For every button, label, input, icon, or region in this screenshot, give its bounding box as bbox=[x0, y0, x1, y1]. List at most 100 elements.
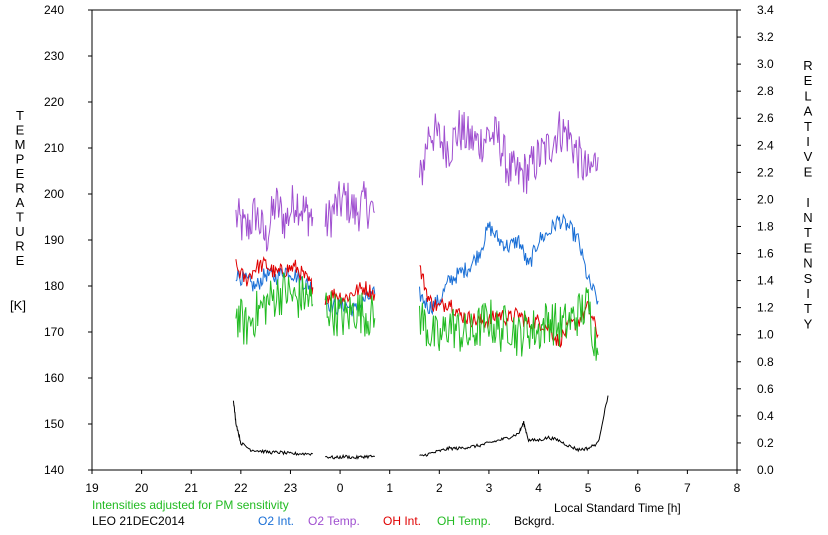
legend-item: O2 Int. bbox=[258, 514, 295, 528]
right-axis-letter: T bbox=[804, 225, 812, 240]
series-line bbox=[419, 395, 609, 457]
x-tick-label: 22 bbox=[234, 481, 248, 495]
right-axis-letter: I bbox=[806, 134, 810, 149]
station-date: LEO 21DEC2014 bbox=[92, 514, 185, 528]
plot-frame bbox=[91, 9, 738, 471]
right-tick-label: 3.4 bbox=[757, 3, 774, 17]
legend-item: Bckgrd. bbox=[514, 514, 555, 528]
legend-item: OH Temp. bbox=[437, 514, 491, 528]
right-axis-letter: E bbox=[804, 164, 813, 179]
right-tick-label: 2.4 bbox=[757, 138, 774, 152]
sensitivity-note: Intensities adjusted for PM sensitivity bbox=[92, 498, 289, 512]
left-axis-letter: P bbox=[16, 152, 25, 167]
x-tick-label: 1 bbox=[386, 481, 393, 495]
right-axis-letter: T bbox=[804, 119, 812, 134]
x-tick-label: 0 bbox=[337, 481, 344, 495]
right-tick-label: 3.0 bbox=[757, 57, 774, 71]
right-axis-letter: R bbox=[803, 58, 812, 73]
left-axis-letter: T bbox=[16, 108, 24, 123]
left-axis-letter: E bbox=[16, 166, 25, 181]
left-tick-label: 160 bbox=[44, 371, 64, 385]
x-tick-label: 4 bbox=[535, 481, 542, 495]
left-axis-letter: E bbox=[16, 253, 25, 268]
x-tick-label: 6 bbox=[634, 481, 641, 495]
left-tick-label: 240 bbox=[44, 3, 64, 17]
x-axis: 19 20 21 22 23 0 1 2 3 4 5 6 7 8 bbox=[85, 470, 741, 495]
left-axis: 140 150 160 170 180 190 200 210 220 230 240 bbox=[44, 3, 92, 477]
right-tick-label: 2.2 bbox=[757, 165, 774, 179]
left-tick-label: 150 bbox=[44, 417, 64, 431]
series-line bbox=[235, 185, 314, 252]
right-tick-label: 2.0 bbox=[757, 192, 774, 206]
left-axis-letter: A bbox=[16, 195, 25, 210]
right-tick-label: 2.8 bbox=[757, 84, 774, 98]
right-tick-label: 1.0 bbox=[757, 328, 774, 342]
right-axis-letter: S bbox=[804, 271, 813, 286]
series-line bbox=[235, 272, 314, 345]
series-line bbox=[325, 453, 375, 460]
right-tick-label: 0.4 bbox=[757, 409, 774, 423]
right-axis-letter: I bbox=[806, 286, 810, 301]
x-tick-label: 2 bbox=[436, 481, 443, 495]
series-line bbox=[232, 400, 313, 457]
right-axis-letter: N bbox=[803, 210, 812, 225]
left-tick-label: 200 bbox=[44, 187, 64, 201]
x-tick-label: 21 bbox=[185, 481, 199, 495]
left-axis-letter: M bbox=[15, 137, 26, 152]
right-tick-label: 1.2 bbox=[757, 301, 774, 315]
left-axis-letter: U bbox=[15, 224, 24, 239]
left-axis-letter: R bbox=[15, 181, 24, 196]
right-axis-letter: Y bbox=[804, 316, 813, 331]
x-tick-label: 5 bbox=[585, 481, 592, 495]
right-axis-letter: E bbox=[804, 73, 813, 88]
right-tick-label: 2.6 bbox=[757, 111, 774, 125]
right-tick-label: 0.2 bbox=[757, 436, 774, 450]
left-tick-label: 180 bbox=[44, 279, 64, 293]
left-axis-letter: T bbox=[16, 210, 24, 225]
right-axis-letter: N bbox=[803, 256, 812, 271]
right-axis-letter: T bbox=[804, 301, 812, 316]
x-tick-label: 19 bbox=[85, 481, 99, 495]
right-tick-label: 3.2 bbox=[757, 30, 774, 44]
x-tick-label: 20 bbox=[135, 481, 149, 495]
x-tick-label: 23 bbox=[284, 481, 298, 495]
x-axis-label: Local Standard Time [h] bbox=[554, 501, 681, 515]
left-tick-label: 170 bbox=[44, 325, 64, 339]
series-line bbox=[419, 110, 599, 194]
left-axis-letter: R bbox=[15, 239, 24, 254]
left-axis-unit: [K] bbox=[10, 298, 26, 313]
series-line bbox=[324, 181, 375, 238]
right-tick-label: 1.6 bbox=[757, 247, 774, 261]
right-axis-letter: A bbox=[804, 104, 813, 119]
right-axis-letter: I bbox=[806, 195, 810, 210]
series-line bbox=[235, 256, 314, 295]
series-line bbox=[419, 287, 599, 361]
left-tick-label: 230 bbox=[44, 49, 64, 63]
series-lines bbox=[232, 110, 609, 460]
x-tick-label: 3 bbox=[486, 481, 493, 495]
right-axis-letter: E bbox=[804, 240, 813, 255]
left-tick-label: 220 bbox=[44, 95, 64, 109]
left-tick-label: 210 bbox=[44, 141, 64, 155]
legend-item: OH Int. bbox=[383, 514, 422, 528]
series-line bbox=[419, 213, 599, 316]
right-tick-label: 1.4 bbox=[757, 274, 774, 288]
series-line bbox=[324, 291, 376, 337]
left-tick-label: 190 bbox=[44, 233, 64, 247]
legend-item: O2 Temp. bbox=[308, 514, 360, 528]
right-axis: 0.0 0.2 0.4 0.6 0.8 1.0 1.2 1.4 1.6 1.8 2.0 2.2 2.4 2… bbox=[737, 3, 774, 477]
right-axis-letter: L bbox=[804, 88, 811, 103]
right-tick-label: 1.8 bbox=[757, 219, 774, 233]
series-line bbox=[324, 281, 376, 305]
right-tick-label: 0.6 bbox=[757, 382, 774, 396]
right-tick-label: 0.8 bbox=[757, 355, 774, 369]
right-axis-letter: V bbox=[804, 149, 813, 164]
left-tick-label: 140 bbox=[44, 463, 64, 477]
x-tick-label: 8 bbox=[734, 481, 741, 495]
left-axis-letter: E bbox=[16, 123, 25, 138]
x-tick-label: 7 bbox=[684, 481, 691, 495]
right-tick-label: 0.0 bbox=[757, 463, 774, 477]
